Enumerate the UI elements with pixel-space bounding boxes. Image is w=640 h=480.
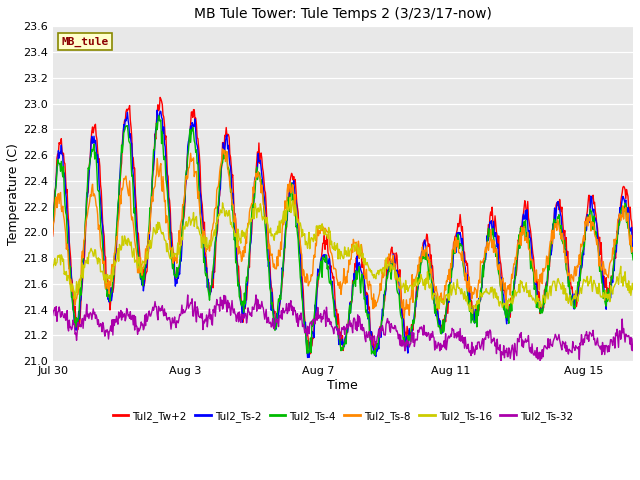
Tul2_Ts-32 xyxy=(419,332,427,338)
Tul2_Ts-32 xyxy=(490,335,497,341)
Tul2_Ts-32 xyxy=(387,329,394,335)
Tul2_Tw+2 xyxy=(156,95,164,100)
Tul2_Ts-4 xyxy=(490,240,498,246)
Tul2_Ts-32 xyxy=(84,311,92,317)
Tul2_Tw+2 xyxy=(49,233,56,239)
Tul2_Ts-2 xyxy=(629,252,637,258)
Tul2_Ts-8 xyxy=(403,297,410,303)
Tul2_Ts-8 xyxy=(387,255,394,261)
Tul2_Ts-16 xyxy=(629,287,637,292)
Tul2_Ts-8 xyxy=(49,232,56,238)
Tul2_Ts-32 xyxy=(49,312,56,318)
Line: Tul2_Ts-4: Tul2_Ts-4 xyxy=(52,116,633,355)
Tul2_Tw+2 xyxy=(387,246,395,252)
Tul2_Ts-4 xyxy=(49,226,56,232)
Tul2_Ts-8 xyxy=(629,245,637,251)
Tul2_Ts-8 xyxy=(490,238,498,244)
Tul2_Ts-16 xyxy=(419,283,427,288)
Tul2_Tw+2 xyxy=(84,189,92,195)
Tul2_Ts-4 xyxy=(371,352,379,358)
Tul2_Ts-2 xyxy=(420,241,428,247)
Tul2_Ts-4 xyxy=(629,257,637,263)
Tul2_Tw+2 xyxy=(629,236,637,241)
Tul2_Ts-8 xyxy=(84,206,92,212)
Tul2_Ts-32 xyxy=(629,336,637,342)
Tul2_Ts-16 xyxy=(387,269,394,275)
Tul2_Ts-8 xyxy=(401,315,408,321)
Tul2_Ts-16 xyxy=(490,286,498,292)
X-axis label: Time: Time xyxy=(328,379,358,392)
Line: Tul2_Tw+2: Tul2_Tw+2 xyxy=(52,97,633,354)
Tul2_Ts-2 xyxy=(84,182,92,188)
Tul2_Ts-32 xyxy=(402,339,410,345)
Tul2_Ts-4 xyxy=(84,165,92,171)
Tul2_Tw+2 xyxy=(403,335,410,341)
Legend: Tul2_Tw+2, Tul2_Ts-2, Tul2_Ts-4, Tul2_Ts-8, Tul2_Ts-16, Tul2_Ts-32: Tul2_Tw+2, Tul2_Ts-2, Tul2_Ts-4, Tul2_Ts… xyxy=(108,407,577,426)
Tul2_Ts-2 xyxy=(49,227,56,232)
Tul2_Ts-2 xyxy=(550,225,557,231)
Tul2_Ts-32 xyxy=(497,361,505,367)
Tul2_Ts-16 xyxy=(402,277,410,283)
Line: Tul2_Ts-32: Tul2_Ts-32 xyxy=(52,295,633,364)
Tul2_Ts-16 xyxy=(49,265,56,271)
Tul2_Ts-16 xyxy=(286,194,294,200)
Tul2_Ts-4 xyxy=(155,113,163,119)
Tul2_Ts-16 xyxy=(468,311,476,316)
Tul2_Ts-2 xyxy=(403,334,410,339)
Y-axis label: Temperature (C): Temperature (C) xyxy=(7,143,20,245)
Line: Tul2_Ts-16: Tul2_Ts-16 xyxy=(52,197,633,313)
Tul2_Ts-2 xyxy=(387,258,395,264)
Tul2_Ts-4 xyxy=(403,340,410,346)
Tul2_Ts-4 xyxy=(550,216,557,222)
Tul2_Ts-32 xyxy=(252,292,260,298)
Tul2_Ts-2 xyxy=(304,355,312,360)
Tul2_Ts-4 xyxy=(387,276,395,282)
Title: MB Tule Tower: Tule Temps 2 (3/23/17-now): MB Tule Tower: Tule Temps 2 (3/23/17-now… xyxy=(194,7,492,21)
Tul2_Ts-2 xyxy=(154,108,161,113)
Tul2_Ts-32 xyxy=(550,336,557,342)
Text: MB_tule: MB_tule xyxy=(61,36,109,47)
Tul2_Ts-4 xyxy=(420,252,428,258)
Tul2_Tw+2 xyxy=(420,239,428,244)
Tul2_Ts-8 xyxy=(420,248,428,253)
Tul2_Ts-2 xyxy=(490,230,498,236)
Tul2_Tw+2 xyxy=(490,227,498,233)
Line: Tul2_Ts-2: Tul2_Ts-2 xyxy=(52,110,633,358)
Tul2_Ts-8 xyxy=(550,236,557,241)
Line: Tul2_Ts-8: Tul2_Ts-8 xyxy=(52,149,633,318)
Tul2_Ts-16 xyxy=(84,261,92,266)
Tul2_Ts-8 xyxy=(219,146,227,152)
Tul2_Tw+2 xyxy=(550,220,557,226)
Tul2_Tw+2 xyxy=(307,351,314,357)
Tul2_Ts-16 xyxy=(550,278,557,284)
